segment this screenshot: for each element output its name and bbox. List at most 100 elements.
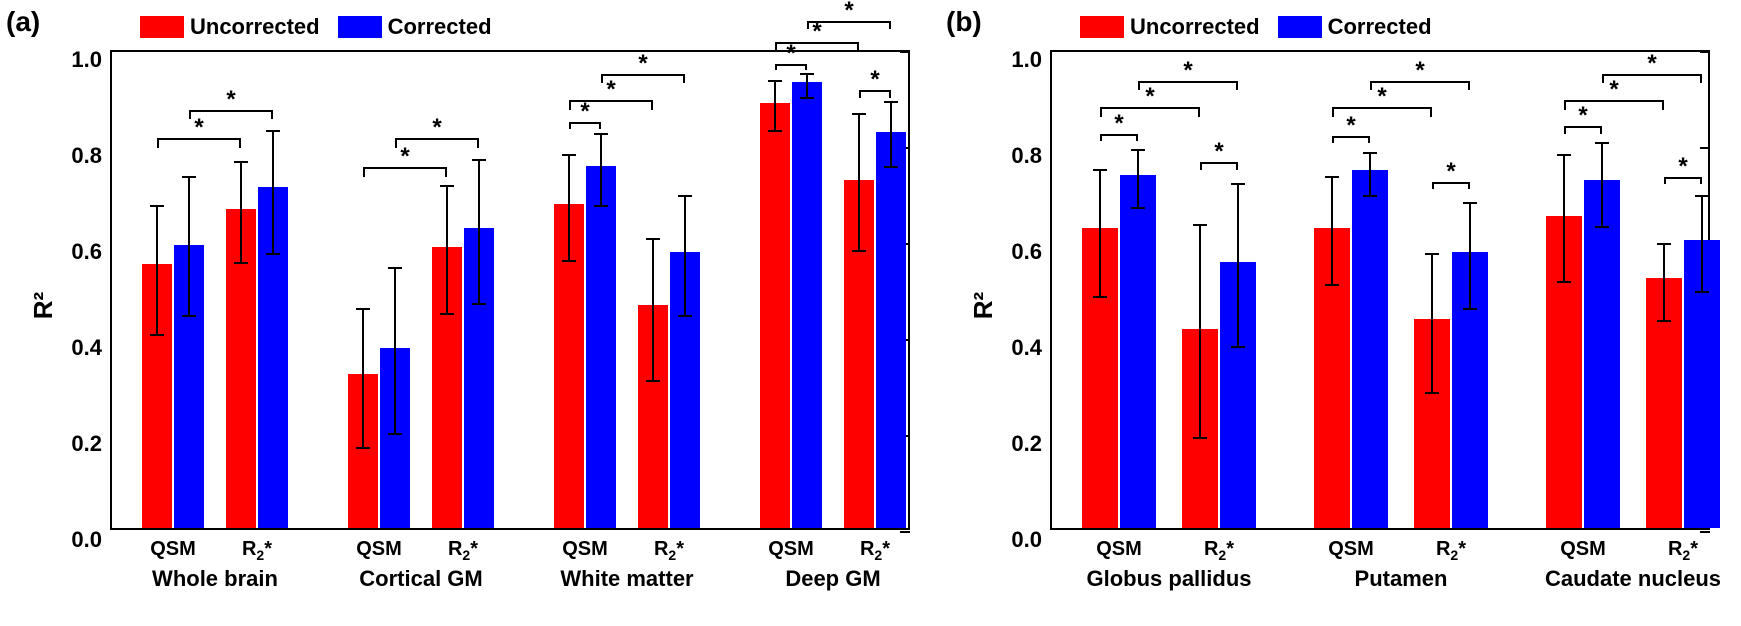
y-tick-label: 0.8: [1011, 143, 1052, 169]
error-cap: [1425, 392, 1439, 394]
error-cap: [1231, 183, 1245, 185]
error-cap: [884, 166, 898, 168]
error-cap: [1595, 226, 1609, 228]
error-cap: [1325, 284, 1339, 286]
x-subgroup-label: R2*: [1668, 538, 1698, 563]
error-bar: [362, 309, 364, 448]
significance-star: *: [1415, 59, 1424, 83]
error-bar: [1137, 150, 1139, 208]
panel-a: (a) Uncorrected Corrected R² 0.00.20.40.…: [0, 0, 940, 626]
error-cap: [150, 334, 164, 336]
x-subgroup-label: R2*: [1204, 538, 1234, 563]
error-bar: [446, 186, 448, 313]
error-cap: [646, 238, 660, 240]
bar-corrected: [876, 132, 906, 528]
bar-corrected: [792, 82, 822, 528]
swatch-uncorrected-b: [1080, 16, 1124, 38]
error-bar: [240, 162, 242, 263]
error-cap: [388, 433, 402, 435]
error-bar: [1331, 177, 1333, 285]
y-tick-mark: [900, 51, 910, 53]
error-cap: [594, 133, 608, 135]
error-cap: [1657, 243, 1671, 245]
panel-b: (b) Uncorrected Corrected R² 0.00.20.40.…: [940, 0, 1741, 626]
error-bar: [684, 196, 686, 316]
x-subgroup-label: QSM: [150, 538, 196, 561]
x-subgroup-label: R2*: [448, 538, 478, 563]
legend-corrected-label-b: Corrected: [1328, 14, 1432, 40]
error-bar: [1369, 153, 1371, 196]
y-tick-label: 1.0: [71, 47, 112, 73]
y-tick-mark: [1700, 531, 1710, 533]
error-cap: [562, 260, 576, 262]
bar-corrected: [1352, 170, 1388, 528]
legend-uncorrected-b: Uncorrected: [1080, 14, 1260, 40]
legend-uncorrected-label: Uncorrected: [190, 14, 320, 40]
y-tick-mark: [1700, 147, 1710, 149]
error-bar: [1199, 225, 1201, 439]
y-axis-label-b: R²: [968, 292, 999, 319]
error-bar: [272, 131, 274, 253]
error-bar: [1237, 184, 1239, 347]
x-subgroup-label: QSM: [1096, 538, 1142, 561]
error-cap: [472, 159, 486, 161]
x-group-label: Deep GM: [785, 566, 880, 592]
swatch-corrected: [338, 16, 382, 38]
legend-a: Uncorrected Corrected: [140, 14, 492, 40]
x-subgroup-label: QSM: [1328, 538, 1374, 561]
x-subgroup-label: QSM: [356, 538, 402, 561]
error-cap: [1193, 437, 1207, 439]
error-cap: [1595, 142, 1609, 144]
plot-area-a: 0.00.20.40.60.81.0QSMR2*Whole brain**QSM…: [110, 50, 910, 530]
y-tick-label: 0.0: [1011, 527, 1052, 553]
error-cap: [800, 73, 814, 75]
legend-b: Uncorrected Corrected: [1080, 14, 1432, 40]
error-cap: [852, 113, 866, 115]
error-cap: [594, 205, 608, 207]
significance-star: *: [1214, 140, 1223, 164]
plot-area-b: 0.00.20.40.60.81.0QSMR2*Globus pallidus*…: [1050, 50, 1710, 530]
legend-corrected: Corrected: [338, 14, 492, 40]
error-cap: [678, 195, 692, 197]
error-bar: [478, 160, 480, 304]
error-bar: [568, 155, 570, 261]
error-cap: [646, 380, 660, 382]
y-tick-mark: [900, 531, 910, 533]
x-group-label: Globus pallidus: [1086, 566, 1251, 592]
error-cap: [1093, 296, 1107, 298]
legend-corrected-label: Corrected: [388, 14, 492, 40]
error-bar: [652, 239, 654, 381]
error-bar: [1469, 203, 1471, 309]
y-tick-label: 1.0: [1011, 47, 1052, 73]
error-cap: [266, 130, 280, 132]
x-subgroup-label: R2*: [1436, 538, 1466, 563]
legend-corrected-b: Corrected: [1278, 14, 1432, 40]
error-cap: [1463, 202, 1477, 204]
y-axis-label-a: R²: [28, 292, 59, 319]
panel-a-label: (a): [6, 6, 40, 38]
error-cap: [150, 205, 164, 207]
significance-star: *: [194, 116, 203, 140]
x-subgroup-label: R2*: [242, 538, 272, 563]
y-tick-label: 0.6: [1011, 239, 1052, 265]
error-cap: [852, 250, 866, 252]
error-bar: [1701, 196, 1703, 292]
significance-star: *: [1446, 160, 1455, 184]
error-bar: [858, 114, 860, 251]
error-cap: [1557, 281, 1571, 283]
error-cap: [562, 154, 576, 156]
significance-star: *: [638, 52, 647, 76]
error-cap: [1093, 169, 1107, 171]
error-cap: [1657, 320, 1671, 322]
x-group-label: Whole brain: [152, 566, 278, 592]
y-tick-label: 0.2: [71, 431, 112, 457]
error-cap: [1131, 149, 1145, 151]
error-cap: [472, 303, 486, 305]
error-cap: [768, 80, 782, 82]
bar-uncorrected: [760, 103, 790, 528]
error-cap: [1231, 346, 1245, 348]
error-cap: [884, 101, 898, 103]
x-subgroup-label: QSM: [768, 538, 814, 561]
error-cap: [266, 253, 280, 255]
y-tick-label: 0.0: [71, 527, 112, 553]
